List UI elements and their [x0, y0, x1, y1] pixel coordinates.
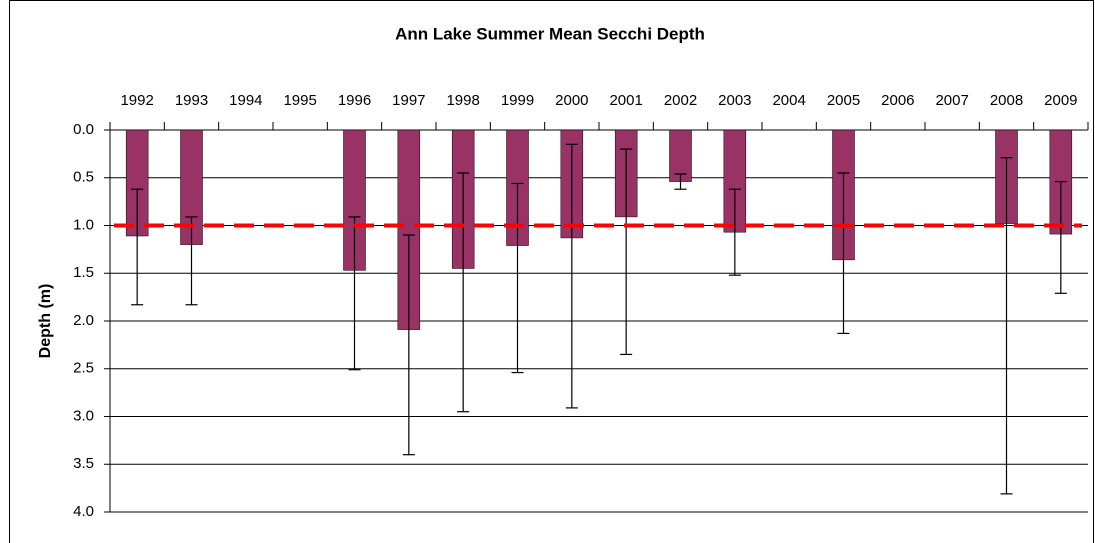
x-tick-label: 2001 [609, 92, 642, 109]
chart-title: Ann Lake Summer Mean Secchi Depth [395, 24, 705, 43]
chart-border [9, 0, 1094, 543]
y-tick-label: 3.0 [73, 407, 94, 424]
y-tick-label: 3.5 [73, 455, 94, 472]
x-tick-label: 1995 [283, 92, 316, 109]
x-tick-label: 2004 [772, 92, 805, 109]
x-tick-label: 1999 [501, 92, 534, 109]
x-tick-label: 2005 [827, 92, 860, 109]
y-tick-label: 1.5 [73, 264, 94, 281]
y-tick-label: 4.0 [73, 503, 94, 520]
x-tick-label: 1992 [120, 92, 153, 109]
x-tick-label: 1994 [229, 92, 262, 109]
y-axis-label: Depth (m) [37, 284, 54, 359]
x-tick-label: 2009 [1044, 92, 1077, 109]
x-tick-label: 2006 [881, 92, 914, 109]
x-tick-label: 1997 [392, 92, 425, 109]
x-tick-label: 2003 [718, 92, 751, 109]
x-tick-label: 2008 [990, 92, 1023, 109]
y-tick-label: 2.5 [73, 360, 94, 377]
x-tick-label: 1996 [338, 92, 371, 109]
y-tick-label: 0.0 [73, 121, 94, 138]
y-tick-label: 1.0 [73, 216, 94, 233]
y-tick-label: 2.0 [73, 312, 94, 329]
x-tick-label: 1993 [175, 92, 208, 109]
x-tick-label: 2007 [935, 92, 968, 109]
y-tick-label: 0.5 [73, 169, 94, 186]
x-tick-label: 2002 [664, 92, 697, 109]
x-tick-label: 2000 [555, 92, 588, 109]
x-tick-label: 1998 [446, 92, 479, 109]
